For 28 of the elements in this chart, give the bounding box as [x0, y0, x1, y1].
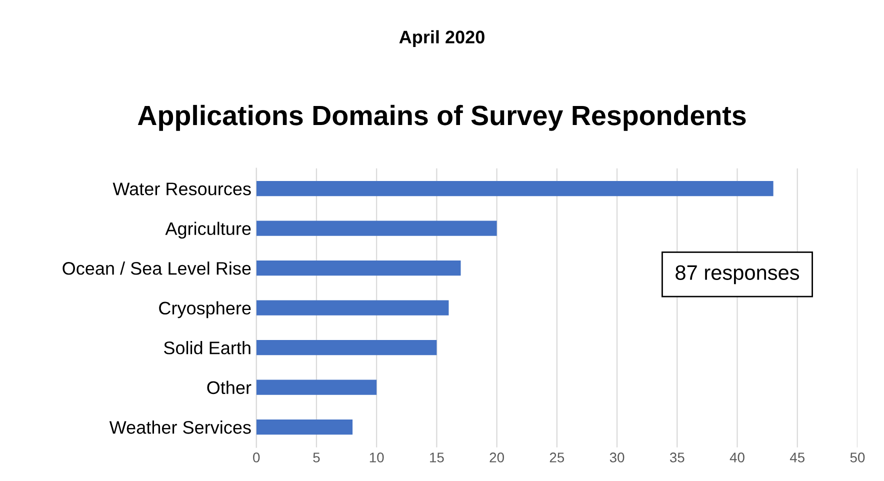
- y-tick-label: Ocean / Sea Level Rise: [62, 262, 251, 275]
- x-tick-label: 45: [790, 452, 805, 462]
- x-tick-label: 50: [850, 452, 865, 462]
- y-tick-label: Weather Services: [109, 420, 251, 434]
- x-tick-label: 40: [730, 452, 744, 462]
- y-tick-label: Agriculture: [165, 222, 251, 239]
- y-tick-label: Cryosphere: [159, 301, 251, 318]
- bar: [256, 181, 774, 196]
- bar: [256, 380, 377, 395]
- x-tick-label: 10: [370, 452, 384, 462]
- x-tick-label: 5: [313, 452, 320, 462]
- y-tick-label: Other: [207, 380, 252, 394]
- bar: [256, 300, 449, 316]
- y-tick-label: Solid Earth: [164, 341, 250, 354]
- y-tick-label: Water Resources: [112, 182, 251, 196]
- chart-title: Applications Domains of Survey Respondents: [138, 104, 746, 131]
- x-tick-label: 0: [253, 452, 260, 462]
- bar: [256, 260, 461, 276]
- bar: [256, 420, 353, 435]
- bar: [256, 220, 497, 236]
- x-tick-label: 15: [430, 452, 444, 462]
- bar: [256, 340, 437, 356]
- x-tick-label: 20: [490, 452, 504, 462]
- x-tick-label: 35: [670, 452, 684, 462]
- x-tick-label: 25: [550, 452, 564, 462]
- annotation: 87 responses: [676, 265, 800, 284]
- chart-subtitle: April 2020: [399, 30, 484, 48]
- x-tick-label: 30: [610, 452, 624, 462]
